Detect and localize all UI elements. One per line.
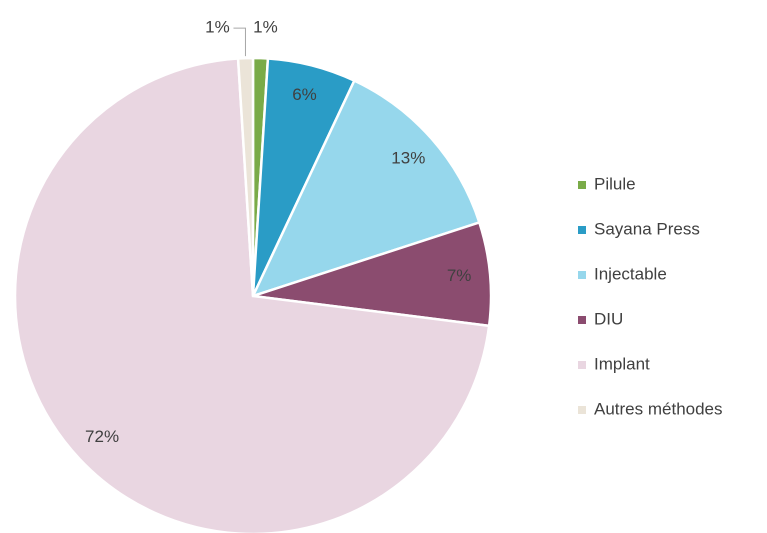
legend-label: Autres méthodes [594, 399, 723, 418]
legend-label: Implant [594, 354, 650, 373]
legend-swatch [578, 406, 586, 414]
leader-line [233, 27, 246, 57]
data-label: 72% [85, 427, 119, 446]
data-label: 1% [253, 18, 278, 37]
legend-swatch [578, 226, 586, 234]
legend-label: DIU [594, 309, 623, 328]
legend-swatch [578, 271, 586, 279]
legend-label: Pilule [594, 174, 636, 193]
data-label: 6% [292, 85, 317, 104]
legend-swatch [578, 361, 586, 369]
data-label: 13% [391, 149, 425, 168]
legend-label: Sayana Press [594, 219, 700, 238]
pie-slice [236, 56, 255, 297]
legend-swatch [578, 316, 586, 324]
legend-label: Injectable [594, 264, 667, 283]
data-label: 7% [447, 266, 472, 285]
legend-swatch [578, 181, 586, 189]
pie-slice [252, 220, 493, 328]
data-label: 1% [205, 18, 230, 37]
pie-slice [250, 78, 481, 299]
